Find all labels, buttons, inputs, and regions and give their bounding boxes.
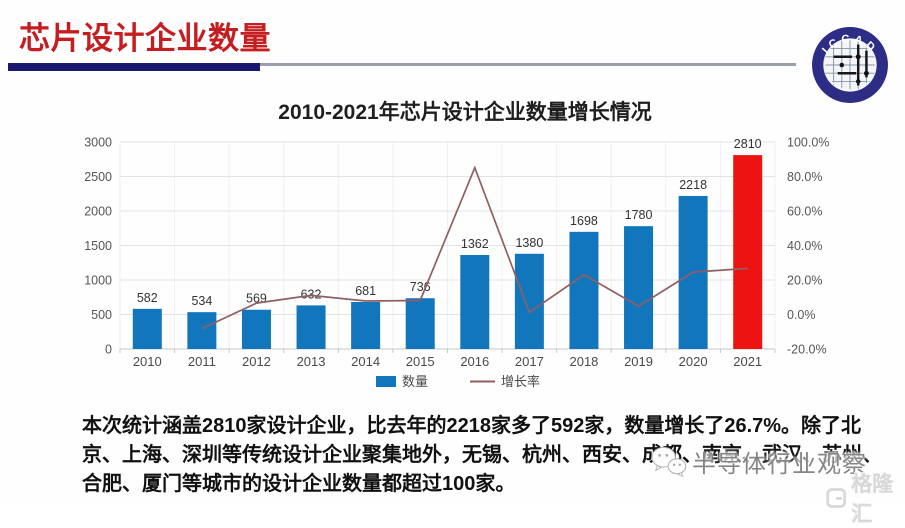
summary-line-3: 合肥、厦门等城市的设计企业数量都超过100家。 — [82, 473, 516, 495]
bar-value-label: 736 — [410, 280, 431, 294]
right-axis-tick: 100.0% — [787, 136, 829, 150]
bar-2016 — [460, 255, 490, 349]
bar-value-label: 582 — [137, 291, 158, 305]
summary-paragraph: 本次统计涵盖2810家设计企业，比去年的2218家多了592家，数量增长了26.… — [82, 412, 882, 499]
right-axis-tick: -20.0% — [787, 343, 827, 357]
x-axis-label: 2010 — [133, 354, 162, 369]
x-axis-label: 2020 — [679, 354, 708, 369]
summary-line-1: 本次统计涵盖2810家设计企业，比去年的2218家多了592家，数量增长了26.… — [82, 415, 862, 437]
slide: 芯片设计企业数量 ICCAD — [8, 21, 894, 526]
bar-2012 — [241, 309, 271, 349]
x-axis-label: 2016 — [460, 354, 489, 369]
bar-2014 — [351, 302, 381, 349]
bar-2015 — [405, 298, 435, 349]
x-axis-label: 2018 — [569, 354, 598, 369]
x-axis-label: 2019 — [624, 354, 653, 369]
bar-value-label: 632 — [301, 287, 322, 301]
legend-bar-swatch — [376, 376, 396, 387]
right-axis-tick: 0.0% — [787, 308, 816, 322]
left-axis-tick: 500 — [91, 308, 112, 322]
gelonghui-icon — [826, 488, 847, 508]
badge-circuit-lines — [833, 44, 868, 86]
bar-value-label: 1780 — [625, 208, 653, 222]
bar-value-label: 1362 — [461, 237, 489, 251]
bar-value-label: 2218 — [679, 178, 707, 192]
watermark: 半导体行业观察 — [650, 444, 867, 479]
right-axis-tick: 80.0% — [787, 170, 822, 184]
x-axis-label: 2015 — [406, 354, 435, 369]
bar-2013 — [296, 305, 326, 349]
chart-title: 2010-2021年芯片设计企业数量增长情况 — [278, 101, 652, 124]
bar-value-label: 681 — [355, 284, 376, 298]
growth-chart: 0 -20.0% 500 0.0% 1000 20.0% 1500 40.0% 2000 60.0… — [84, 136, 829, 390]
badge-circuit-dots — [839, 54, 869, 84]
left-axis-tick: 1500 — [84, 239, 112, 253]
legend-line-label: 增长率 — [501, 374, 540, 389]
x-axis-label: 2012 — [242, 354, 271, 369]
page-title: 芯片设计企业数量 — [19, 21, 271, 56]
bar-2018 — [569, 231, 599, 349]
x-axis-label: 2017 — [515, 354, 544, 369]
right-axis-tick: 40.0% — [787, 239, 822, 253]
badge-ring-small-text — [826, 73, 874, 91]
iccad-logo: ICCAD — [812, 27, 888, 103]
wechat-icon — [651, 446, 687, 477]
bar-value-label: 1698 — [570, 214, 598, 228]
growth-rate-line — [201, 165, 748, 330]
brand-logo: 格隆汇 — [826, 468, 905, 528]
bar-2010 — [132, 308, 162, 349]
bar-value-label: 2810 — [734, 137, 762, 151]
bar-2017 — [514, 253, 544, 349]
legend-bar-label: 数量 — [402, 374, 428, 389]
left-axis-tick: 2000 — [84, 205, 112, 219]
title-underline-thin — [260, 63, 796, 66]
bar-value-label: 534 — [191, 294, 212, 308]
watermark-text: 半导体行业观察 — [692, 451, 867, 478]
right-axis-tick: 60.0% — [787, 205, 822, 219]
bar-value-label: 1380 — [515, 236, 543, 250]
x-axis-label: 2013 — [297, 354, 326, 369]
x-axis-label: 2014 — [351, 354, 380, 369]
left-axis-tick: 2500 — [84, 170, 112, 184]
left-axis-tick: 1000 — [84, 274, 112, 288]
x-axis-label: 2011 — [188, 354, 216, 369]
right-axis-tick: 20.0% — [787, 274, 822, 288]
left-axis-tick: 0 — [105, 343, 112, 357]
bar-2019 — [624, 226, 654, 349]
title-underline-thick — [8, 63, 260, 71]
left-axis-tick: 3000 — [84, 136, 112, 150]
x-axis-label: 2021 — [733, 354, 762, 369]
bar-2011 — [187, 312, 217, 349]
brand-text: 格隆汇 — [851, 473, 894, 526]
bar-2021 — [733, 155, 763, 349]
